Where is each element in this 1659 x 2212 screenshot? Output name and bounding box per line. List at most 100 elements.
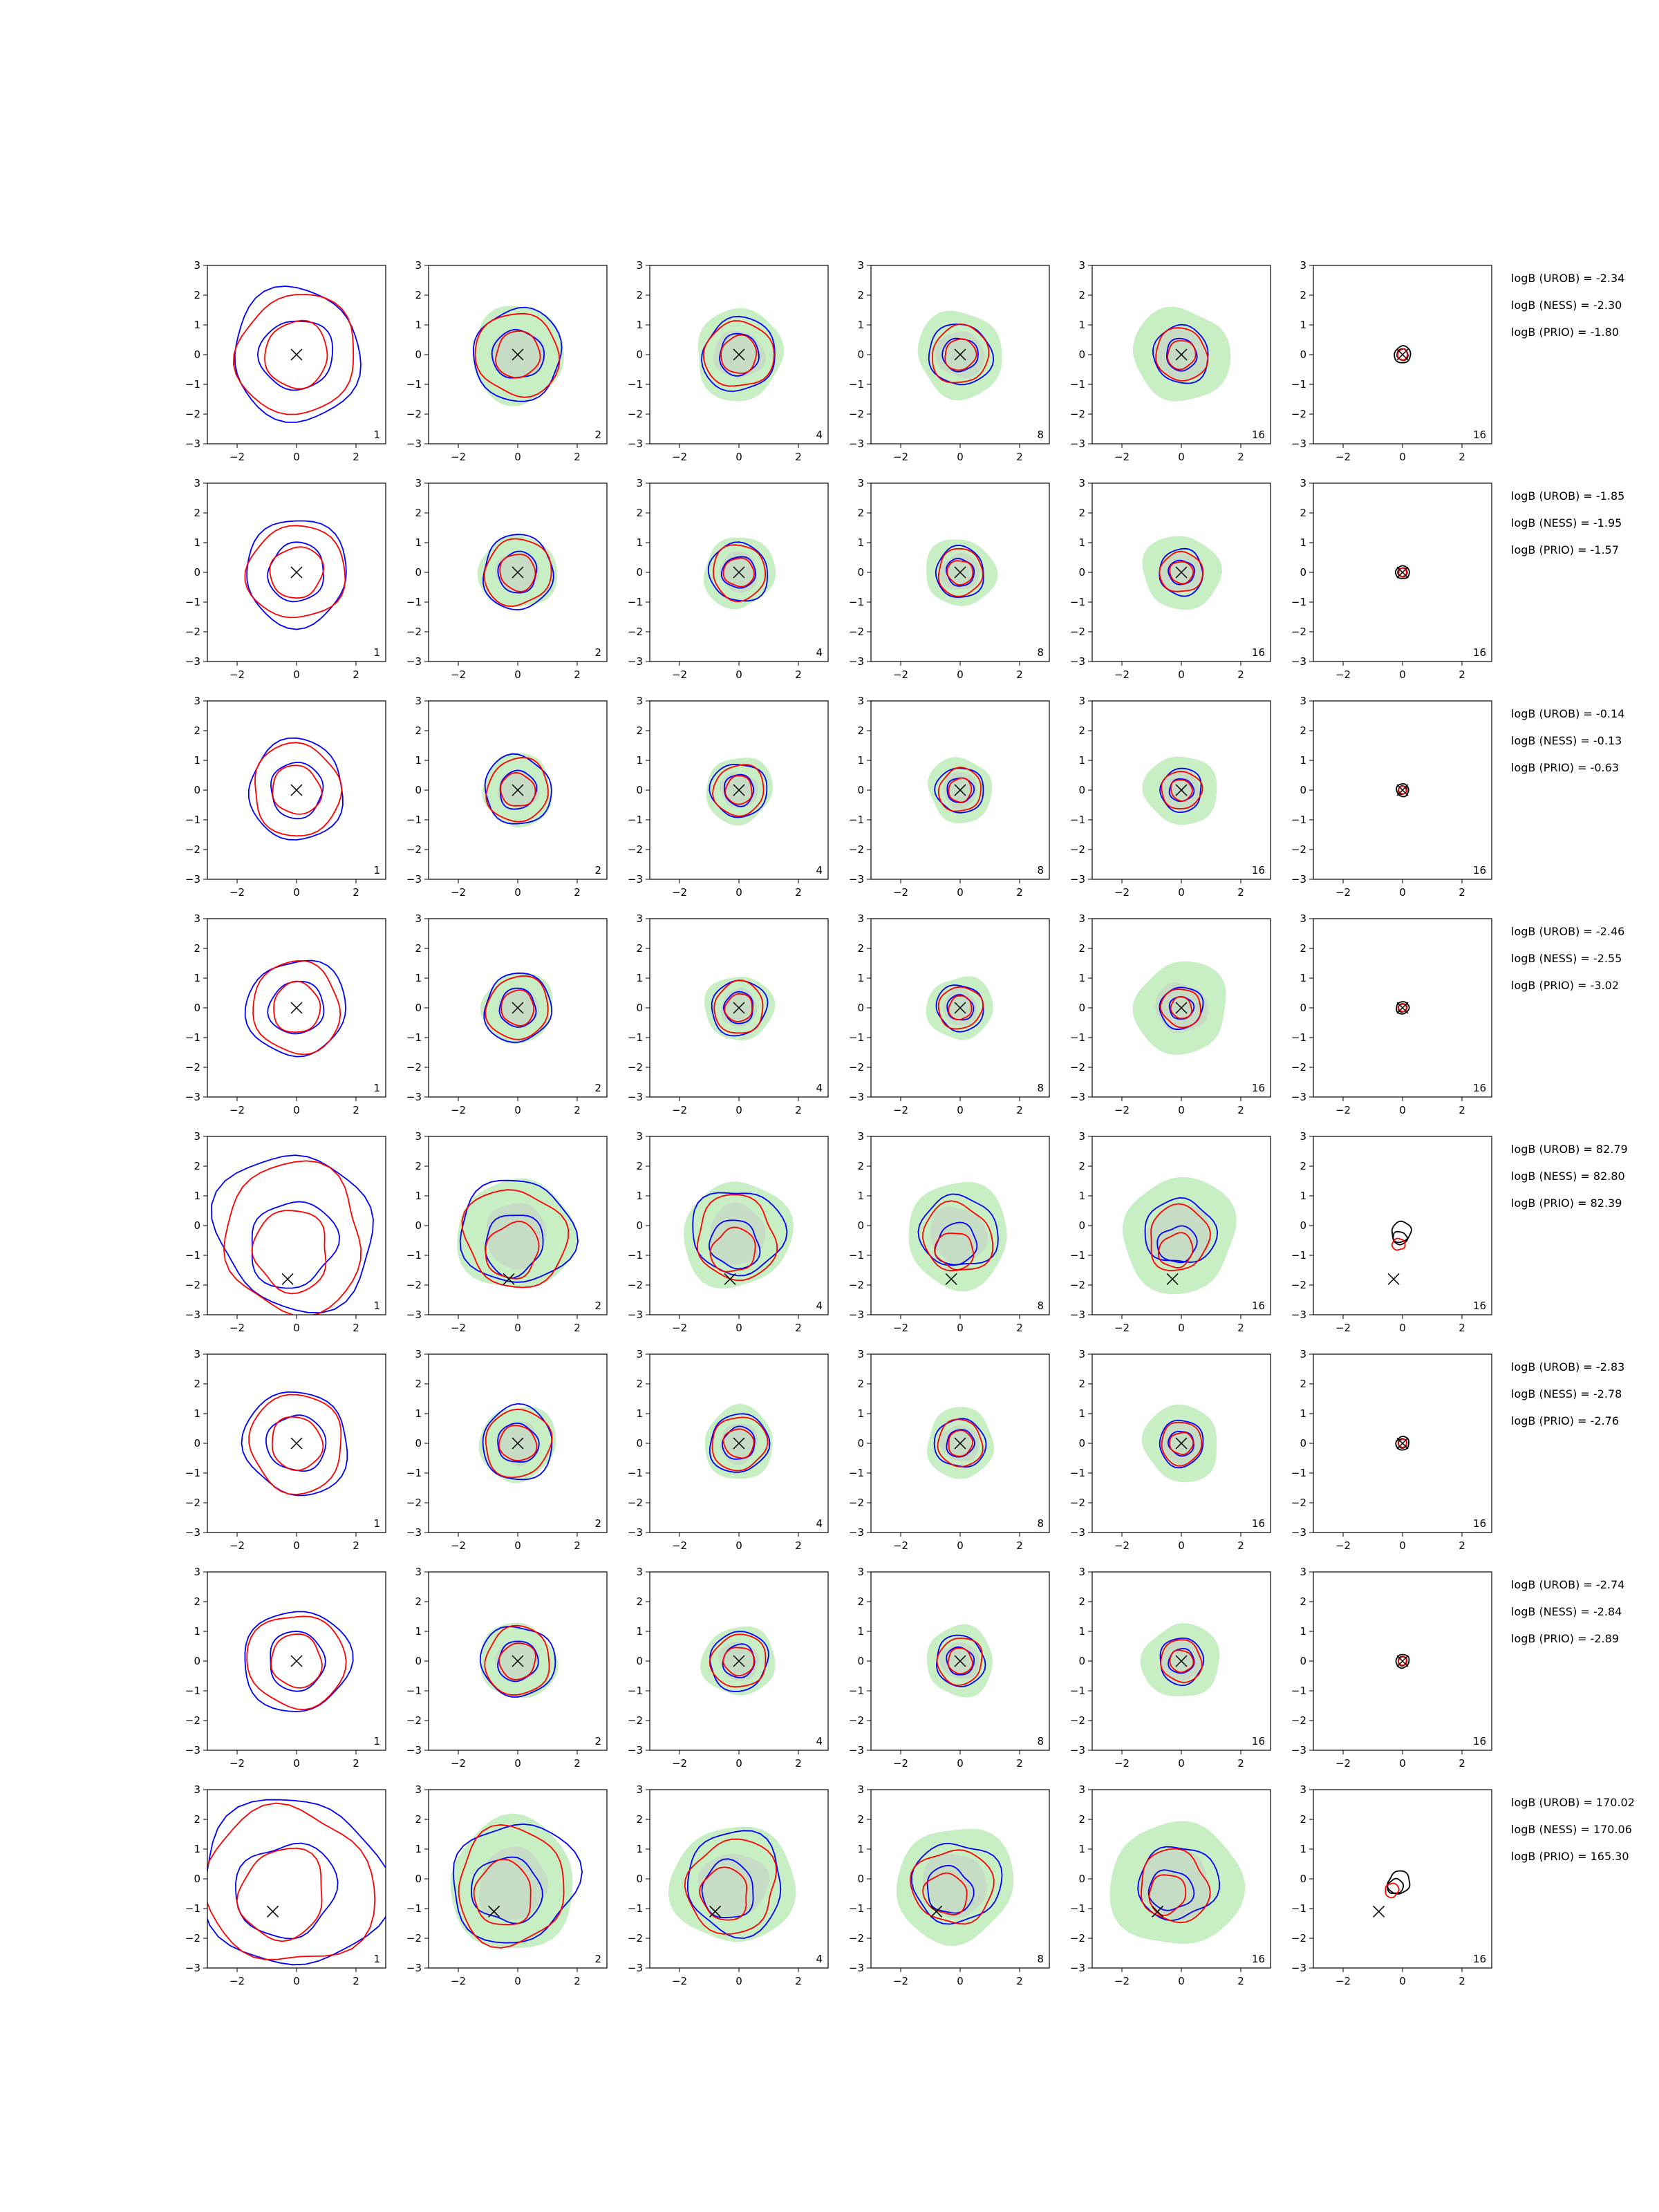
y-tick-label: −3 (1291, 1744, 1306, 1756)
panel-label: 1 (373, 646, 380, 659)
x-tick-label: 0 (735, 1539, 742, 1552)
panel-r0-c5: −2 0 2−3−2−1012316 (1291, 259, 1492, 463)
contour-blue (242, 1392, 348, 1496)
plot-area (204, 1800, 393, 1965)
y-tick-label: −2 (1070, 1932, 1085, 1944)
y-tick-label: 1 (415, 1190, 422, 1202)
y-tick-label: −3 (1070, 438, 1085, 450)
panel-label: 16 (1473, 1735, 1486, 1747)
x-tick-label: 2 (1459, 668, 1465, 681)
panel-label: 16 (1473, 1953, 1486, 1965)
y-tick-label: 1 (415, 536, 422, 549)
x-tick-label: 2 (1459, 886, 1465, 899)
marker-x (268, 1906, 279, 1917)
y-tick-label: 3 (194, 1130, 200, 1143)
y-tick-label: 1 (194, 319, 200, 331)
logb-label: logB (PRIO) = -1.57 (1511, 543, 1619, 556)
y-tick-label: 3 (1300, 1348, 1306, 1360)
y-tick-label: −3 (849, 655, 864, 668)
y-tick-label: −3 (628, 438, 643, 450)
panel-label: 8 (1037, 1300, 1044, 1312)
x-tick-label: 2 (353, 451, 359, 463)
x-tick-label: 0 (1178, 1757, 1185, 1770)
y-tick-label: −1 (1291, 1467, 1306, 1479)
logb-label: logB (NESS) = 170.06 (1511, 1823, 1632, 1836)
x-tick-label: 2 (353, 1104, 359, 1116)
y-tick-label: −1 (406, 596, 422, 608)
y-tick-label: 2 (1300, 1160, 1306, 1172)
plot-area (212, 1155, 373, 1316)
panel-r1-c1: −2 0 2 −3 −2 −1 0 1 2 3 2 (406, 477, 607, 681)
panel-label: 16 (1252, 1300, 1265, 1312)
y-tick-label: −1 (1070, 1031, 1085, 1044)
y-tick-label: −3 (628, 1744, 643, 1756)
x-tick-label: 2 (574, 1539, 581, 1552)
y-tick-label: 3 (1078, 912, 1085, 925)
y-tick-label: −3 (406, 1091, 422, 1103)
logb-label: logB (PRIO) = -0.63 (1511, 761, 1619, 774)
x-tick-label: 2 (574, 1322, 581, 1334)
logb-label: logB (UROB) = -2.46 (1511, 925, 1624, 938)
x-tick-label: −2 (893, 886, 908, 899)
x-tick-label: 0 (1178, 1104, 1185, 1116)
contour-red (204, 1803, 375, 1960)
x-tick-label: 2 (1459, 1539, 1465, 1552)
y-tick-label: −1 (1070, 814, 1085, 826)
x-tick-label: 0 (1399, 668, 1406, 681)
y-tick-label: −2 (185, 626, 200, 638)
y-tick-label: −1 (185, 1467, 200, 1479)
x-tick-label: 2 (1016, 668, 1023, 681)
y-tick-label: −2 (849, 408, 864, 420)
y-tick-label: 1 (857, 1843, 864, 1855)
x-tick-label: 0 (1178, 886, 1185, 899)
panel-label: 2 (594, 429, 601, 441)
y-tick-label: 0 (1078, 1219, 1085, 1232)
x-tick-label: 0 (1399, 451, 1406, 463)
panel-label: 1 (373, 1300, 380, 1312)
logb-label: logB (UROB) = -2.83 (1511, 1360, 1624, 1374)
x-tick-label: −2 (672, 1104, 687, 1116)
y-tick-label: −3 (1291, 1526, 1306, 1539)
y-tick-label: −3 (849, 1744, 864, 1756)
x-tick-label: 0 (514, 1757, 521, 1770)
x-tick-label: 0 (293, 1104, 300, 1116)
logb-label: logB (PRIO) = -2.76 (1511, 1414, 1619, 1427)
x-tick-label: −2 (451, 1104, 466, 1116)
y-tick-label: −1 (1291, 1685, 1306, 1697)
y-tick-label: 3 (1078, 1130, 1085, 1143)
x-tick-label: 2 (353, 1322, 359, 1334)
y-tick-label: −3 (1291, 1091, 1306, 1103)
logb-label: logB (UROB) = 82.79 (1511, 1143, 1628, 1156)
y-tick-label: −2 (1070, 1714, 1085, 1727)
x-tick-label: 2 (1016, 1975, 1023, 1987)
y-tick-label: 2 (194, 942, 200, 955)
x-tick-label: 0 (1399, 1322, 1406, 1334)
x-tick-label: 2 (1237, 668, 1244, 681)
y-tick-label: 2 (194, 507, 200, 519)
logb-label: logB (UROB) = -1.85 (1511, 489, 1624, 503)
x-tick-label: −2 (229, 1757, 245, 1770)
y-tick-label: 3 (194, 695, 200, 707)
y-tick-label: 3 (415, 1566, 422, 1578)
y-tick-label: 1 (1078, 972, 1085, 984)
y-tick-label: −3 (1291, 1962, 1306, 1974)
panel-label: 8 (1037, 1082, 1044, 1094)
y-tick-label: −1 (628, 596, 643, 608)
panel-r1-c5: −2 0 2 −3 −2 −1 0 1 2 3 16 (1291, 477, 1492, 681)
y-tick-label: 0 (857, 1873, 864, 1885)
x-tick-label: 2 (1237, 1539, 1244, 1552)
x-tick-label: 0 (735, 1975, 742, 1987)
x-tick-label: −2 (893, 1104, 908, 1116)
marker-x (291, 349, 302, 360)
panel-r0-c4: −2 0 2−3−2−1012316 (1070, 259, 1271, 463)
y-tick-label: −3 (406, 873, 422, 885)
panel-label: 4 (816, 1300, 823, 1312)
x-tick-label: 2 (795, 1539, 802, 1552)
y-tick-label: −1 (1070, 378, 1085, 391)
y-tick-label: 3 (1300, 695, 1306, 707)
y-tick-label: −3 (406, 1309, 422, 1321)
y-tick-label: 2 (1300, 942, 1306, 955)
y-tick-label: −2 (1070, 1497, 1085, 1509)
logb-label: logB (NESS) = -2.55 (1511, 952, 1622, 965)
y-tick-label: −2 (628, 626, 643, 638)
